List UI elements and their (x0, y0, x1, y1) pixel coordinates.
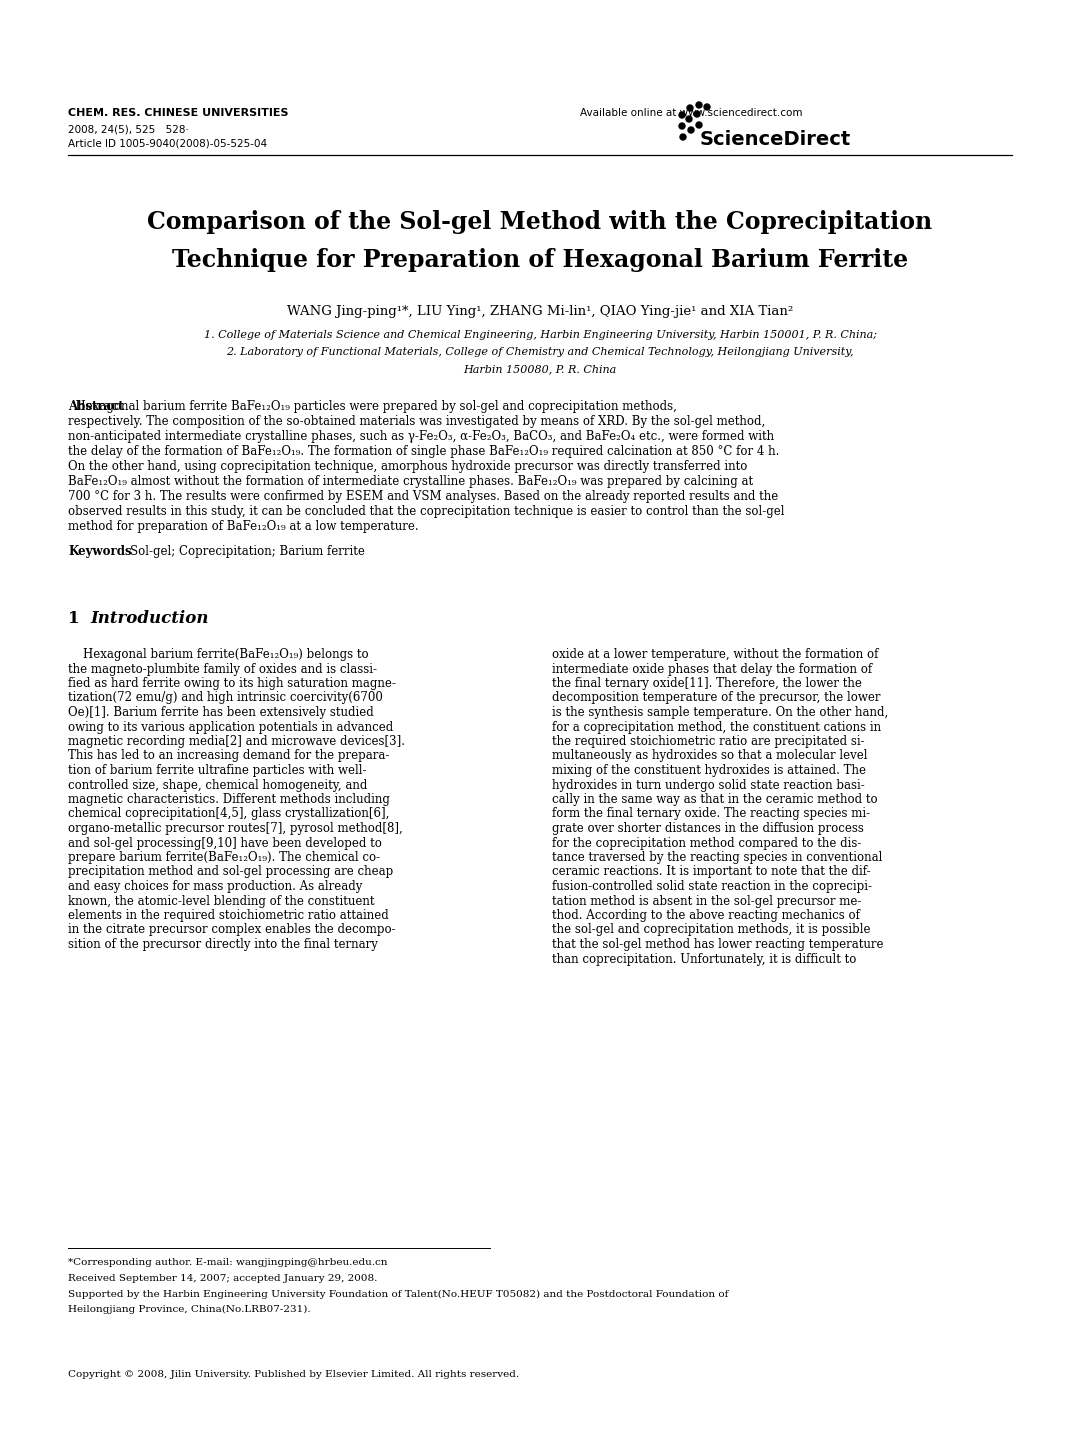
Text: the delay of the formation of BaFe₁₂O₁₉. The formation of single phase BaFe₁₂O₁₉: the delay of the formation of BaFe₁₂O₁₉.… (68, 445, 780, 458)
Text: for a coprecipitation method, the constituent cations in: for a coprecipitation method, the consti… (552, 720, 881, 733)
Text: Available online at www.sciencedirect.com: Available online at www.sciencedirect.co… (580, 108, 802, 118)
Circle shape (696, 102, 702, 108)
Text: sition of the precursor directly into the final ternary: sition of the precursor directly into th… (68, 937, 378, 950)
Text: Technique for Preparation of Hexagonal Barium Ferrite: Technique for Preparation of Hexagonal B… (172, 248, 908, 272)
Text: hydroxides in turn undergo solid state reaction basi-: hydroxides in turn undergo solid state r… (552, 779, 865, 792)
Text: Comparison of the Sol-gel Method with the Coprecipitation: Comparison of the Sol-gel Method with th… (148, 210, 932, 233)
Text: the required stoichiometric ratio are precipitated si-: the required stoichiometric ratio are pr… (552, 734, 865, 747)
Text: fied as hard ferrite owing to its high saturation magne-: fied as hard ferrite owing to its high s… (68, 677, 396, 690)
Text: 1. College of Materials Science and Chemical Engineering, Harbin Engineering Uni: 1. College of Materials Science and Chem… (203, 330, 877, 340)
Circle shape (679, 112, 685, 118)
Text: 2008, 24(5), 525 528·: 2008, 24(5), 525 528· (68, 125, 189, 135)
Text: BaFe₁₂O₁₉ almost without the formation of intermediate crystalline phases. BaFe₁: BaFe₁₂O₁₉ almost without the formation o… (68, 475, 753, 488)
Text: This has led to an increasing demand for the prepara-: This has led to an increasing demand for… (68, 749, 390, 763)
Text: cally in the same way as that in the ceramic method to: cally in the same way as that in the cer… (552, 793, 878, 806)
Text: and sol-gel processing[9,10] have been developed to: and sol-gel processing[9,10] have been d… (68, 837, 382, 850)
Text: Article ID 1005-9040(2008)-05-525-04: Article ID 1005-9040(2008)-05-525-04 (68, 138, 267, 148)
Text: 2. Laboratory of Functional Materials, College of Chemistry and Chemical Technol: 2. Laboratory of Functional Materials, C… (226, 347, 854, 357)
Text: intermediate oxide phases that delay the formation of: intermediate oxide phases that delay the… (552, 662, 873, 675)
Text: oxide at a lower temperature, without the formation of: oxide at a lower temperature, without th… (552, 648, 878, 661)
Text: controlled size, shape, chemical homogeneity, and: controlled size, shape, chemical homogen… (68, 779, 367, 792)
Text: Heilongjiang Province, China(No.LRB07-231).: Heilongjiang Province, China(No.LRB07-23… (68, 1305, 311, 1315)
Text: elements in the required stoichiometric ratio attained: elements in the required stoichiometric … (68, 909, 389, 922)
Text: Sol-gel; Coprecipitation; Barium ferrite: Sol-gel; Coprecipitation; Barium ferrite (130, 544, 365, 557)
Circle shape (704, 104, 710, 109)
Text: ScienceDirect: ScienceDirect (700, 130, 851, 148)
Text: tance traversed by the reacting species in conventional: tance traversed by the reacting species … (552, 851, 882, 864)
Text: non-anticipated intermediate crystalline phases, such as γ-Fe₂O₃, α-Fe₂O₃, BaCO₃: non-anticipated intermediate crystalline… (68, 431, 774, 444)
Text: On the other hand, using coprecipitation technique, amorphous hydroxide precurso: On the other hand, using coprecipitation… (68, 459, 747, 472)
Text: tization(72 emu/g) and high intrinsic coercivity(6700: tization(72 emu/g) and high intrinsic co… (68, 691, 383, 704)
Text: form the final ternary oxide. The reacting species mi-: form the final ternary oxide. The reacti… (552, 808, 870, 821)
Circle shape (687, 105, 693, 111)
Text: thod. According to the above reacting mechanics of: thod. According to the above reacting me… (552, 909, 860, 922)
Text: the magneto-plumbite family of oxides and is classi-: the magneto-plumbite family of oxides an… (68, 662, 377, 675)
Text: ceramic reactions. It is important to note that the dif-: ceramic reactions. It is important to no… (552, 865, 870, 878)
Circle shape (680, 134, 686, 140)
Text: that the sol-gel method has lower reacting temperature: that the sol-gel method has lower reacti… (552, 937, 883, 950)
Text: Oe)[1]. Barium ferrite has been extensively studied: Oe)[1]. Barium ferrite has been extensiv… (68, 706, 374, 719)
Text: 1: 1 (68, 611, 80, 626)
Text: precipitation method and sol-gel processing are cheap: precipitation method and sol-gel process… (68, 865, 393, 878)
Circle shape (679, 122, 685, 130)
Text: chemical coprecipitation[4,5], glass crystallization[6],: chemical coprecipitation[4,5], glass cry… (68, 808, 390, 821)
Circle shape (696, 122, 702, 128)
Text: the sol-gel and coprecipitation methods, it is possible: the sol-gel and coprecipitation methods,… (552, 923, 870, 936)
Text: Harbin 150080, P. R. China: Harbin 150080, P. R. China (463, 364, 617, 374)
Text: organo-metallic precursor routes[7], pyrosol method[8],: organo-metallic precursor routes[7], pyr… (68, 822, 403, 835)
Text: and easy choices for mass production. As already: and easy choices for mass production. As… (68, 880, 363, 893)
Text: magnetic characteristics. Different methods including: magnetic characteristics. Different meth… (68, 793, 390, 806)
Text: mixing of the constituent hydroxides is attained. The: mixing of the constituent hydroxides is … (552, 765, 866, 778)
Text: decomposition temperature of the precursor, the lower: decomposition temperature of the precurs… (552, 691, 880, 704)
Circle shape (694, 111, 700, 117)
Text: Copyright © 2008, Jilin University. Published by Elsevier Limited. All rights re: Copyright © 2008, Jilin University. Publ… (68, 1369, 519, 1380)
Text: 700 °C for 3 h. The results were confirmed by ESEM and VSM analyses. Based on th: 700 °C for 3 h. The results were confirm… (68, 490, 779, 503)
Text: the final ternary oxide[11]. Therefore, the lower the: the final ternary oxide[11]. Therefore, … (552, 677, 862, 690)
Text: Keywords: Keywords (68, 544, 132, 557)
Text: respectively. The composition of the so-obtained materials was investigated by m: respectively. The composition of the so-… (68, 415, 766, 428)
Text: tion of barium ferrite ultrafine particles with well-: tion of barium ferrite ultrafine particl… (68, 765, 366, 778)
Text: *Corresponding author. E-mail: wangjingping@hrbeu.edu.cn: *Corresponding author. E-mail: wangjingp… (68, 1259, 388, 1267)
Text: is the synthesis sample temperature. On the other hand,: is the synthesis sample temperature. On … (552, 706, 888, 719)
Text: fusion-controlled solid state reaction in the coprecipi-: fusion-controlled solid state reaction i… (552, 880, 872, 893)
Text: than coprecipitation. Unfortunately, it is difficult to: than coprecipitation. Unfortunately, it … (552, 952, 856, 965)
Text: grate over shorter distances in the diffusion process: grate over shorter distances in the diff… (552, 822, 864, 835)
Text: Hexagonal barium ferrite BaFe₁₂O₁₉ particles were prepared by sol-gel and coprec: Hexagonal barium ferrite BaFe₁₂O₁₉ parti… (68, 400, 677, 413)
Text: known, the atomic-level blending of the constituent: known, the atomic-level blending of the … (68, 894, 375, 907)
Text: CHEM. RES. CHINESE UNIVERSITIES: CHEM. RES. CHINESE UNIVERSITIES (68, 108, 288, 118)
Text: observed results in this study, it can be concluded that the coprecipitation tec: observed results in this study, it can b… (68, 505, 784, 518)
Text: magnetic recording media[2] and microwave devices[3].: magnetic recording media[2] and microwav… (68, 734, 405, 747)
Circle shape (688, 127, 694, 132)
Text: Supported by the Harbin Engineering University Foundation of Talent(No.HEUF T050: Supported by the Harbin Engineering Univ… (68, 1290, 728, 1299)
Text: in the citrate precursor complex enables the decompo-: in the citrate precursor complex enables… (68, 923, 395, 936)
Text: tation method is absent in the sol-gel precursor me-: tation method is absent in the sol-gel p… (552, 894, 862, 907)
Text: Hexagonal barium ferrite(BaFe₁₂O₁₉) belongs to: Hexagonal barium ferrite(BaFe₁₂O₁₉) belo… (68, 648, 368, 661)
Text: prepare barium ferrite(BaFe₁₂O₁₉). The chemical co-: prepare barium ferrite(BaFe₁₂O₁₉). The c… (68, 851, 380, 864)
Text: Abstract: Abstract (68, 400, 124, 413)
Circle shape (686, 117, 692, 122)
Text: Received September 14, 2007; accepted January 29, 2008.: Received September 14, 2007; accepted Ja… (68, 1274, 377, 1283)
Text: for the coprecipitation method compared to the dis-: for the coprecipitation method compared … (552, 837, 862, 850)
Text: multaneously as hydroxides so that a molecular level: multaneously as hydroxides so that a mol… (552, 749, 867, 763)
Text: WANG Jing-ping¹*, LIU Ying¹, ZHANG Mi-lin¹, QIAO Ying-jie¹ and XIA Tian²: WANG Jing-ping¹*, LIU Ying¹, ZHANG Mi-li… (287, 305, 793, 318)
Text: owing to its various application potentials in advanced: owing to its various application potenti… (68, 720, 393, 733)
Text: Introduction: Introduction (90, 611, 208, 626)
Text: method for preparation of BaFe₁₂O₁₉ at a low temperature.: method for preparation of BaFe₁₂O₁₉ at a… (68, 520, 419, 533)
